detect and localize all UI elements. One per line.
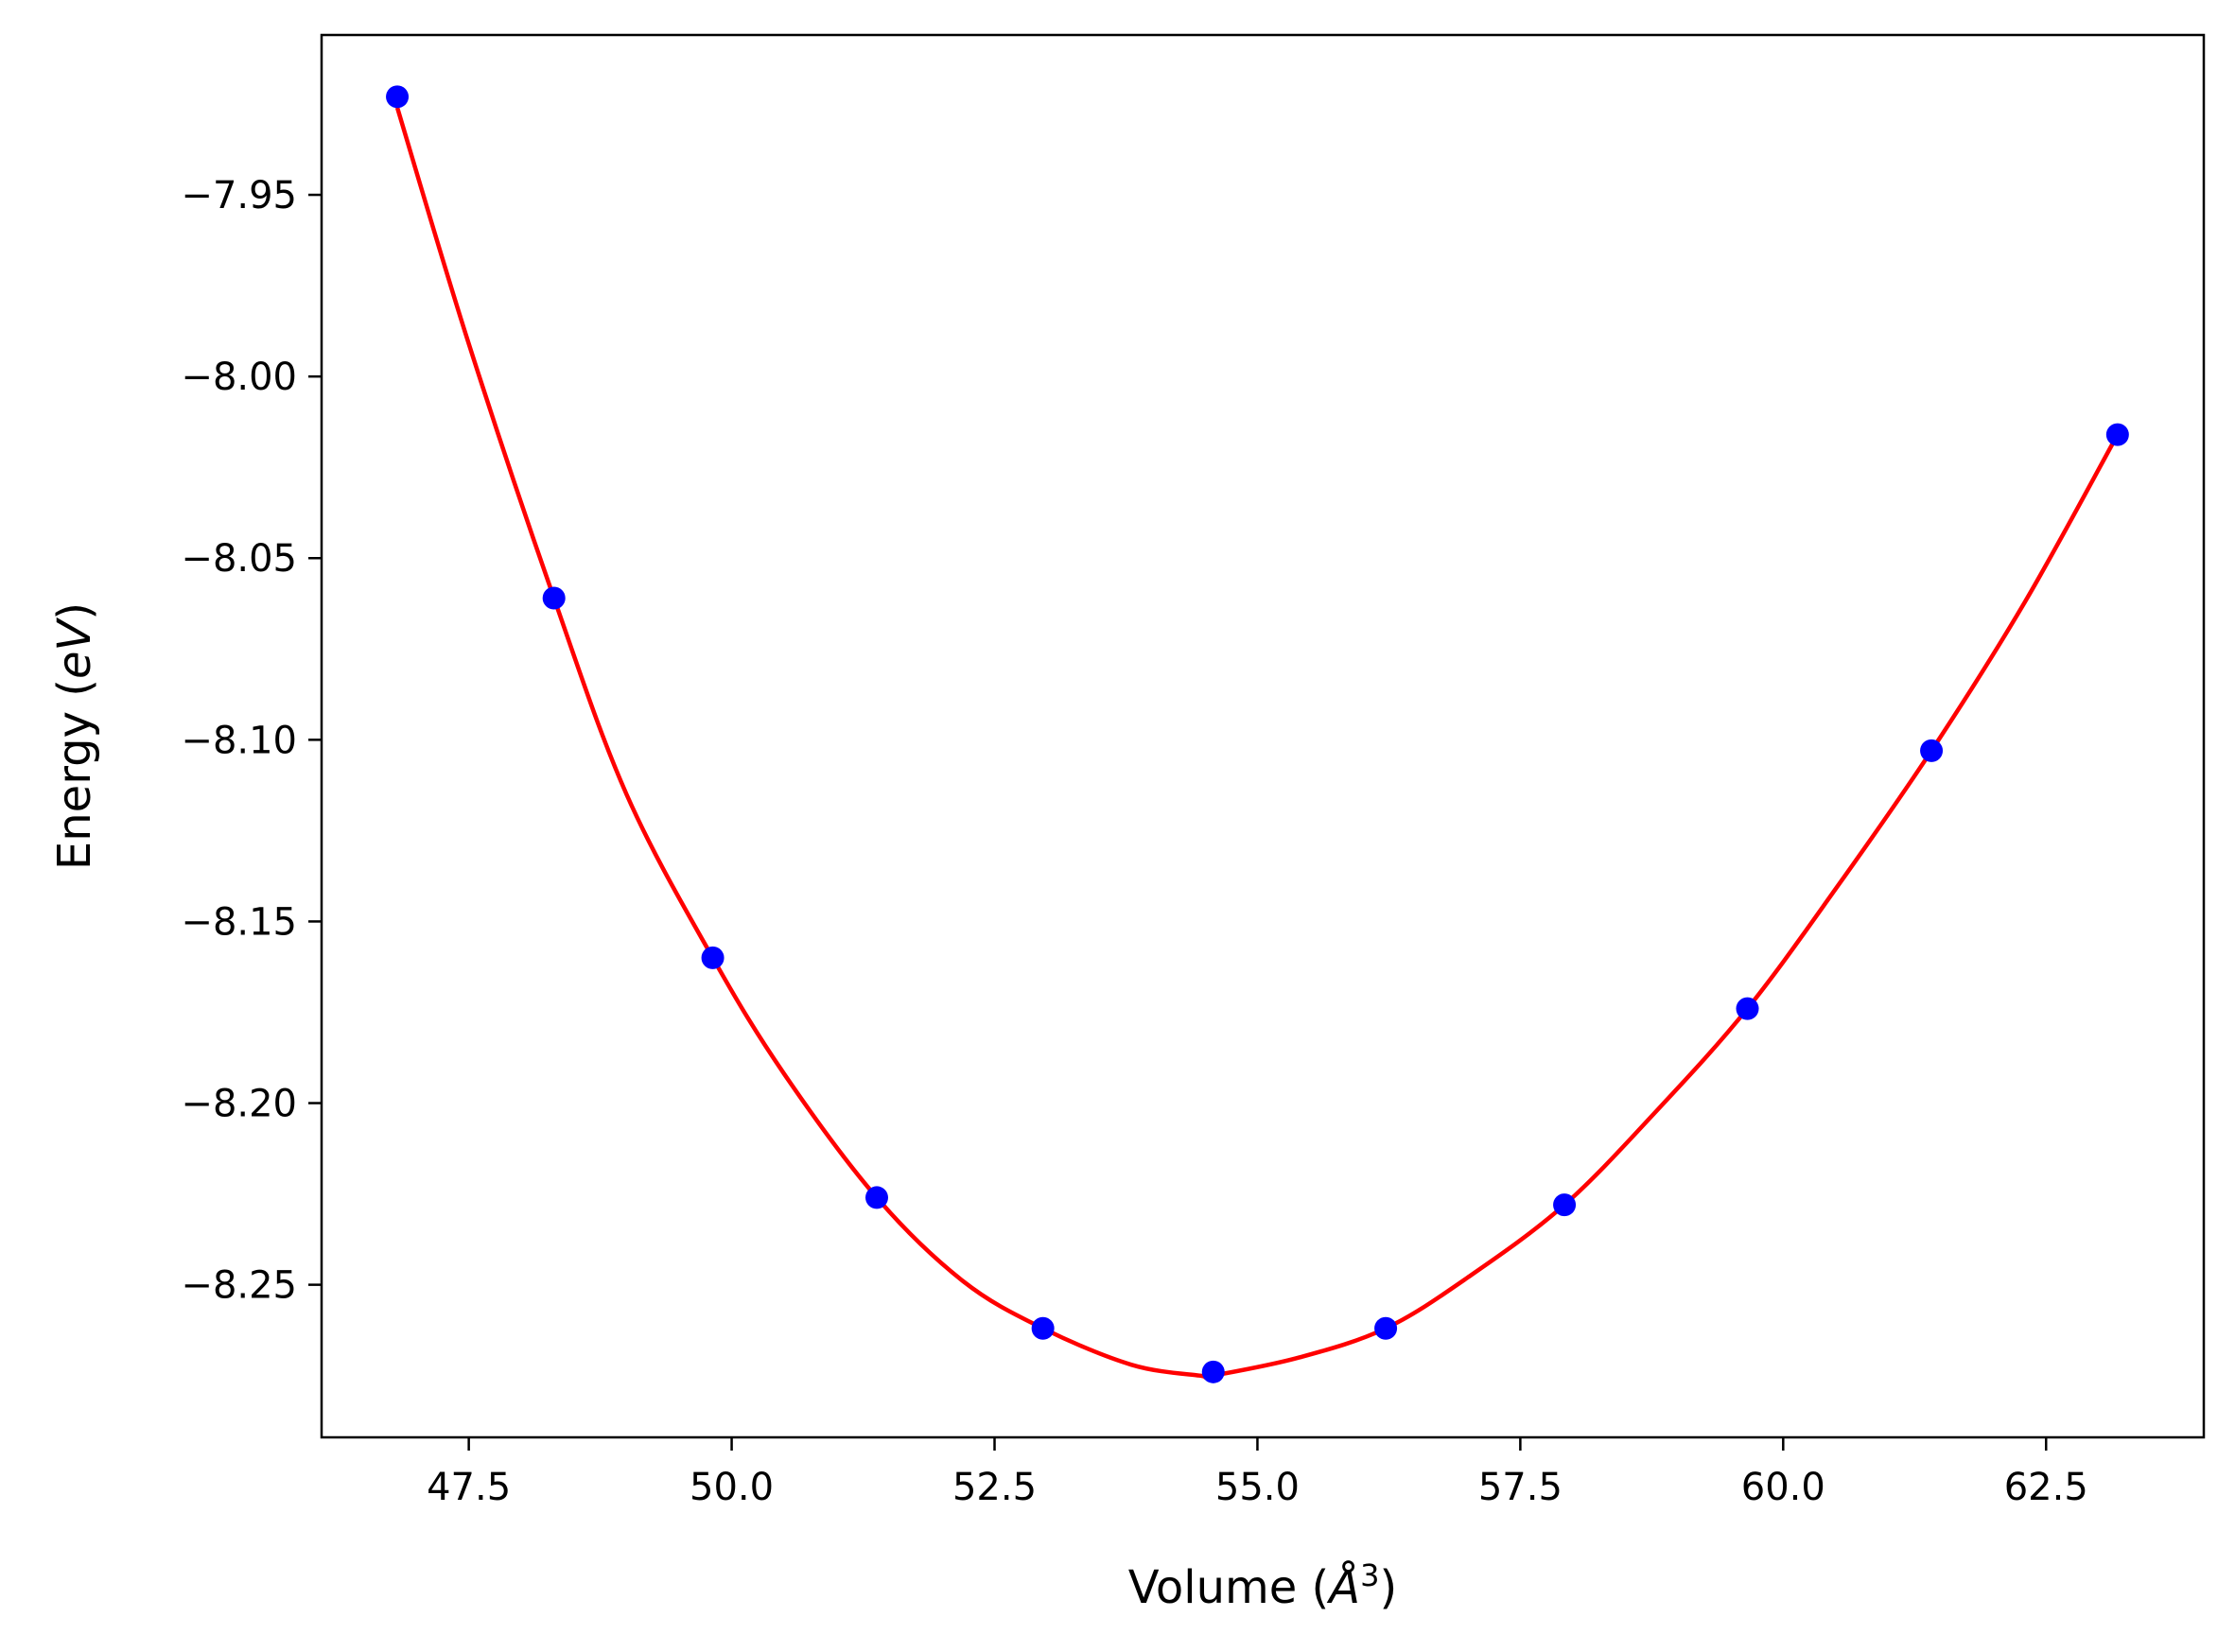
y-tick-label: −8.00 [181, 356, 297, 399]
data-point [1031, 1316, 1055, 1340]
data-point [2105, 423, 2129, 446]
data-point [701, 946, 725, 969]
x-tick-label: 47.5 [427, 1466, 511, 1509]
data-point [864, 1186, 888, 1209]
data-point [1553, 1193, 1577, 1217]
x-tick-label: 55.0 [1215, 1466, 1300, 1509]
data-point [1374, 1316, 1398, 1340]
y-tick-label: −8.10 [181, 719, 297, 762]
y-axis-label: Energy (eV) [48, 602, 101, 870]
y-tick-label: −7.95 [181, 174, 297, 217]
axis-ticks: 47.5 50.0 52.5 55.0 57.5 60.0 62.5 −7.95 −8.00 −8… [181, 174, 2087, 1509]
x-tick-label: 60.0 [1741, 1466, 1825, 1509]
data-point [386, 85, 410, 109]
axes-frame [320, 33, 2206, 1439]
data-point [1920, 739, 1944, 762]
data-point [1201, 1360, 1225, 1383]
x-tick-label: 52.5 [952, 1466, 1037, 1509]
x-axis-label: Volume (Å3) [1128, 1557, 1397, 1614]
y-tick-label: −8.05 [181, 537, 297, 581]
data-point [542, 586, 566, 610]
x-tick-label: 50.0 [690, 1466, 774, 1509]
y-tick-label: −8.20 [181, 1083, 297, 1126]
y-tick-label: −8.25 [181, 1264, 297, 1308]
y-tick-label: −8.15 [181, 900, 297, 944]
x-tick-label: 57.5 [1478, 1466, 1563, 1509]
data-point [1736, 997, 1759, 1020]
x-tick-label: 62.5 [2004, 1466, 2088, 1509]
plot-area [386, 85, 2129, 1383]
fit-curve [394, 107, 2120, 1380]
